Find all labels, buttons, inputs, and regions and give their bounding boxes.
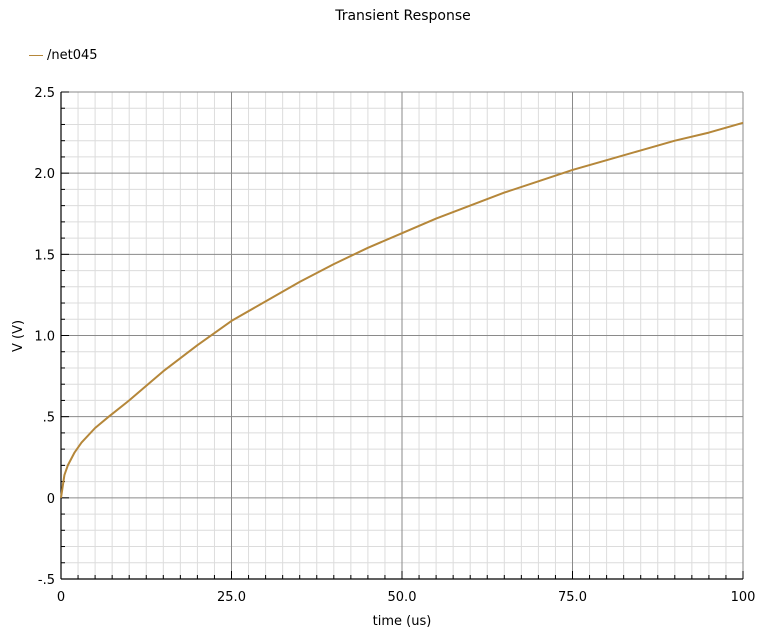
- x-tick-label: 25.0: [217, 590, 246, 605]
- x-axis-title: time (us): [373, 614, 432, 629]
- series-line-net045: [60, 121, 744, 498]
- x-tick-label: 0: [57, 590, 65, 605]
- x-tick-label: 75.0: [558, 590, 587, 605]
- axes: [60, 92, 743, 580]
- y-tick-label: .5: [43, 411, 55, 426]
- legend-label-net045: /net045: [47, 48, 98, 63]
- major-grid: [61, 91, 744, 579]
- y-tick-label: 2.5: [34, 86, 55, 101]
- x-tick-labels: 0 25.0 50.0 75.0 100: [57, 590, 756, 605]
- x-tick-label: 100: [731, 590, 756, 605]
- y-tick-label: 1.5: [34, 248, 55, 263]
- y-tick-labels: -.5 0 .5 1.0 1.5 2.0 2.5: [34, 86, 55, 588]
- y-tick-label: 2.0: [34, 167, 55, 182]
- y-tick-label: 0: [47, 492, 55, 507]
- legend: /net045: [29, 48, 98, 63]
- y-tick-label: -.5: [38, 573, 55, 588]
- legend-swatch: [29, 55, 43, 56]
- chart-title: Transient Response: [335, 8, 471, 24]
- y-axis-title: V (V): [11, 320, 26, 352]
- series-group: [60, 121, 744, 498]
- x-tick-label: 50.0: [388, 590, 417, 605]
- minor-ticks: [60, 91, 744, 580]
- y-tick-label: 1.0: [34, 330, 55, 345]
